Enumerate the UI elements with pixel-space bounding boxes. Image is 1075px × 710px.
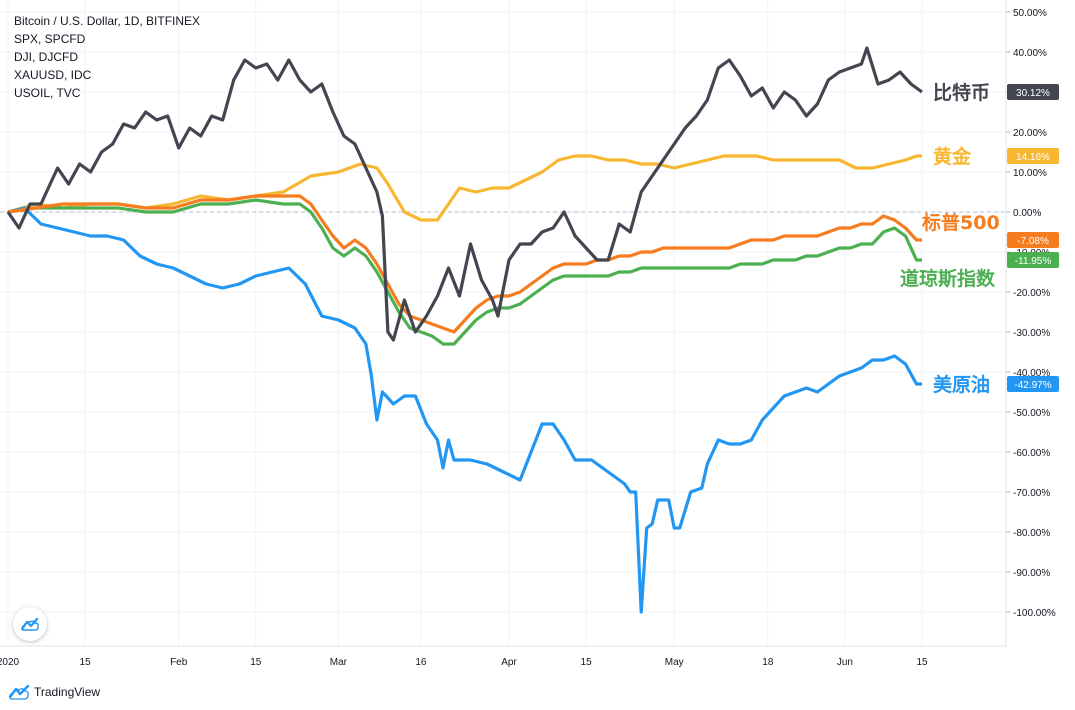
last-value-badges: 30.12% 14.16% -7.08% -11.95% -42.97% <box>1007 84 1059 392</box>
x-tick-label: Mar <box>330 657 348 668</box>
tradingview-cloud-icon <box>20 617 39 631</box>
series-line-bitcoin <box>6 46 923 342</box>
x-tick-label: May <box>665 657 684 668</box>
legend-item-spx[interactable]: SPX, SPCFD <box>14 32 86 46</box>
last-value-badge-gold <box>1007 148 1059 164</box>
y-tick-label: -50.00% <box>1013 408 1050 419</box>
legend: Bitcoin / U.S. Dollar, 1D, BITFINEX SPX,… <box>14 12 200 102</box>
brand-name: TradingView <box>34 685 101 699</box>
x-tick-label: Feb <box>170 657 188 668</box>
y-tick-label: -20.00% <box>1013 288 1050 299</box>
x-tick-label: 15 <box>80 657 92 668</box>
series-line-spx <box>7 194 922 334</box>
series-line-usoil <box>7 206 922 614</box>
series-name-usoil: 美原油 <box>933 373 990 396</box>
y-tick-label: 50.00% <box>1013 8 1047 19</box>
last-value-text-spx: -7.08% <box>1017 236 1049 247</box>
legend-item-xauusd[interactable]: XAUUSD, IDC <box>14 68 92 82</box>
y-tick-label: -70.00% <box>1013 488 1050 499</box>
x-tick-label: Apr <box>501 657 517 668</box>
last-value-badge-usoil <box>1007 376 1059 392</box>
tradingview-logo-button[interactable] <box>13 607 47 641</box>
series-lines <box>6 46 923 614</box>
y-tick-label: -40.00% <box>1013 368 1050 379</box>
brand-footer[interactable]: TradingView <box>8 683 100 701</box>
y-tick-label: -100.00% <box>1013 608 1056 619</box>
y-tick-label: -80.00% <box>1013 528 1050 539</box>
last-value-badge-bitcoin <box>1007 84 1059 100</box>
last-value-text-usoil: -42.97% <box>1014 380 1051 391</box>
last-value-badge-dji <box>1007 252 1059 268</box>
y-tick-label: 40.00% <box>1013 48 1047 59</box>
y-tick-label: 0.00% <box>1013 208 1041 219</box>
series-name-dji: 道琼斯指数 <box>900 267 996 290</box>
last-value-text-dji: -11.95% <box>1015 256 1052 267</box>
legend-item-bitcoin[interactable]: Bitcoin / U.S. Dollar, 1D, BITFINEX <box>14 14 201 28</box>
series-name-gold: 黄金 <box>933 145 972 168</box>
series-line-dji <box>7 198 922 346</box>
y-tick-label: -90.00% <box>1013 568 1050 579</box>
x-tick-label: 2020 <box>0 657 20 668</box>
x-tick-label: 15 <box>581 657 593 668</box>
series-name-bitcoin: 比特币 <box>933 82 990 104</box>
tradingview-logo-icon <box>8 684 30 700</box>
y-tick-label: -60.00% <box>1013 448 1050 459</box>
x-tick-label: 15 <box>916 657 928 668</box>
last-value-text-bitcoin: 30.12% <box>1016 88 1050 99</box>
x-tick-labels: 2020 15 Feb 15 Mar 16 Apr 15 May 18 Jun 15 <box>0 657 928 668</box>
y-tick-label: 10.00% <box>1013 168 1047 179</box>
legend-item-usoil[interactable]: USOIL, TVC <box>14 86 81 100</box>
last-value-badge-spx <box>1007 232 1059 248</box>
legend-item-dji[interactable]: DJI, DJCFD <box>14 50 78 64</box>
x-tick-label: Jun <box>837 657 853 668</box>
last-value-text-gold: 14.16% <box>1016 152 1050 163</box>
y-tick-label: -30.00% <box>1013 328 1050 339</box>
series-name-spx: 标普500 <box>922 211 1000 234</box>
y-tick-label: 20.00% <box>1013 128 1047 139</box>
x-tick-label: 16 <box>415 657 427 668</box>
x-tick-label: 18 <box>762 657 774 668</box>
x-tick-label: 15 <box>250 657 262 668</box>
